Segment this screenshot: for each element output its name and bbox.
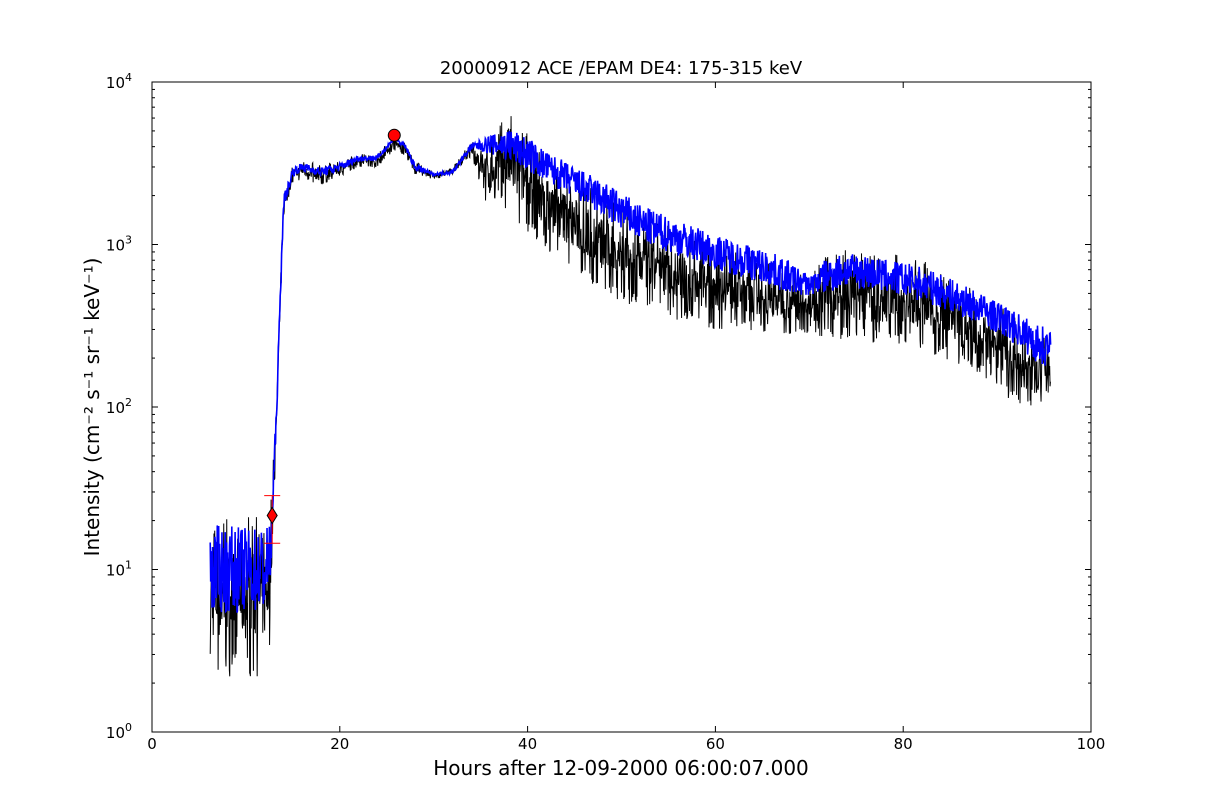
- x-tick-label: 0: [147, 735, 157, 753]
- x-tick-label: 60: [706, 735, 725, 753]
- raw-intensity-line: [209, 116, 1051, 677]
- y-tick-label: 102: [106, 396, 132, 417]
- plot-area: 0 20 40 60 80 100 100 101 102 103 104: [106, 71, 1105, 753]
- y-tick-label: 103: [106, 234, 132, 255]
- marker-layer: [264, 128, 401, 544]
- y-tick-label: 104: [106, 71, 132, 92]
- chart-title: 20000912 ACE /EPAM DE4: 175-315 keV: [440, 58, 803, 79]
- x-tick-label: 20: [330, 735, 349, 753]
- x-tick-label: 100: [1077, 735, 1106, 753]
- onset-diamond-marker: [266, 506, 278, 525]
- y-axis-label: Intensity (cm⁻² s⁻¹ sr⁻¹ keV⁻¹): [80, 258, 104, 557]
- y-tick-label: 101: [106, 559, 132, 580]
- tick-layer: 0 20 40 60 80 100 100 101 102 103 104: [106, 71, 1105, 753]
- smoothed-intensity-line: [209, 130, 1052, 614]
- x-tick-label: 40: [518, 735, 537, 753]
- y-tick-label: 100: [106, 721, 132, 742]
- series-layer: [209, 116, 1052, 677]
- peak-circle-marker: [387, 128, 401, 142]
- x-tick-label: 80: [894, 735, 913, 753]
- plot-background: [152, 82, 1091, 732]
- x-axis-label: Hours after 12-09-2000 06:00:07.000: [433, 756, 809, 780]
